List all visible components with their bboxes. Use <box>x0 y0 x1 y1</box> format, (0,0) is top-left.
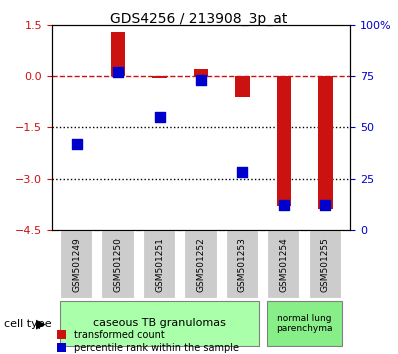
Point <box>322 202 329 208</box>
Point <box>198 77 204 83</box>
Text: GSM501254: GSM501254 <box>279 238 289 292</box>
Bar <box>318 76 333 209</box>
FancyBboxPatch shape <box>267 230 300 299</box>
FancyBboxPatch shape <box>226 230 259 299</box>
Point <box>156 114 163 120</box>
FancyBboxPatch shape <box>143 230 176 299</box>
Text: caseous TB granulomas: caseous TB granulomas <box>93 319 226 329</box>
Text: GSM501255: GSM501255 <box>321 238 330 292</box>
Point <box>115 69 121 75</box>
Point <box>239 170 246 175</box>
Text: GSM501250: GSM501250 <box>113 238 123 292</box>
FancyBboxPatch shape <box>309 230 342 299</box>
Text: normal lung
parenchyma: normal lung parenchyma <box>276 314 333 333</box>
Text: cell type: cell type <box>4 319 52 329</box>
Legend: transformed count, percentile rank within the sample: transformed count, percentile rank withi… <box>57 330 239 353</box>
Bar <box>111 32 125 76</box>
Bar <box>277 76 291 206</box>
Bar <box>152 76 167 78</box>
FancyBboxPatch shape <box>60 230 93 299</box>
Text: GSM501252: GSM501252 <box>197 238 205 292</box>
Text: GSM501251: GSM501251 <box>155 238 164 292</box>
Text: GSM501253: GSM501253 <box>238 238 247 292</box>
Bar <box>194 69 208 76</box>
Text: ▶: ▶ <box>36 318 45 330</box>
FancyBboxPatch shape <box>184 230 218 299</box>
FancyBboxPatch shape <box>101 230 135 299</box>
Point <box>74 141 80 147</box>
Point <box>281 202 287 208</box>
FancyBboxPatch shape <box>60 301 259 346</box>
Bar <box>235 76 250 97</box>
FancyBboxPatch shape <box>267 301 342 346</box>
Text: GDS4256 / 213908_3p_at: GDS4256 / 213908_3p_at <box>110 12 288 27</box>
Text: GSM501249: GSM501249 <box>72 238 81 292</box>
